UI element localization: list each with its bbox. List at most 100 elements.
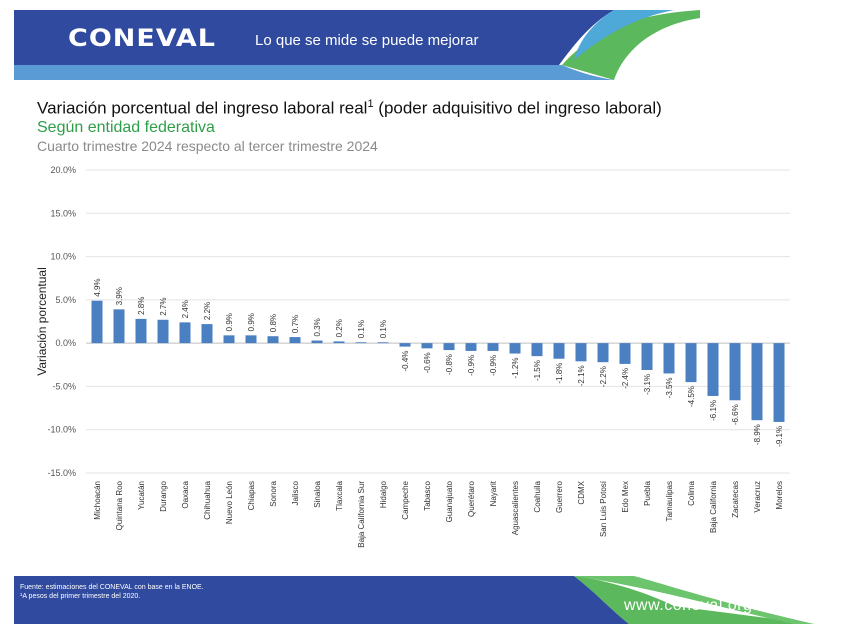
y-tick-label: 20.0% <box>50 165 76 175</box>
chart-title-superscript: 1 <box>367 98 374 110</box>
data-label: -1.2% <box>511 358 520 379</box>
bar <box>135 318 147 344</box>
bar <box>355 342 367 344</box>
bar <box>399 343 411 347</box>
category-label: Tabasco <box>423 480 432 510</box>
bar <box>531 343 543 357</box>
bar <box>201 324 213 344</box>
data-label: 2.8% <box>137 297 146 315</box>
data-label: 4.9% <box>93 278 102 296</box>
category-label: Coahuila <box>533 480 542 512</box>
footer-source: Fuente: estimaciones del CONEVAL con bas… <box>20 584 204 591</box>
category-label: Guanajuato <box>445 480 454 522</box>
category-label: Puebla <box>643 480 652 505</box>
category-label: Sonora <box>269 480 278 506</box>
category-label: Colima <box>687 480 696 505</box>
category-label: Yucatán <box>137 481 146 510</box>
data-label: -3.1% <box>643 374 652 395</box>
category-label: Tlaxcala <box>335 480 344 510</box>
category-label: Baja California <box>709 480 718 533</box>
category-label: Veracruz <box>753 481 762 513</box>
data-label: -1.8% <box>555 363 564 384</box>
y-tick-label: -10.0% <box>47 425 76 435</box>
category-label: Michoacán <box>93 481 102 520</box>
data-label: -0.4% <box>401 351 410 372</box>
category-label: Jalisco <box>291 480 300 505</box>
category-label: Hidalgo <box>379 480 388 508</box>
chart-title: Variación porcentual del ingreso laboral… <box>37 94 662 119</box>
category-label: Chihuahua <box>203 480 212 519</box>
category-label: Tamaulipas <box>665 481 674 521</box>
bar <box>289 337 301 344</box>
bar <box>311 340 323 344</box>
coneval-logo: CONEVAL <box>68 24 216 53</box>
data-label: -4.5% <box>687 386 696 407</box>
chart-title-paren: (poder adquisitivo del ingreso laboral) <box>373 98 662 118</box>
category-label: Querétaro <box>467 480 476 517</box>
y-tick-label: -5.0% <box>52 381 76 391</box>
category-label: Durango <box>159 480 168 511</box>
footer-note: ¹A pesos del primer trimestre del 2020. <box>20 593 141 600</box>
data-label: -9.1% <box>775 426 784 447</box>
bar <box>465 343 477 351</box>
category-label: San Luis Potosí <box>599 480 608 537</box>
data-label: -0.8% <box>445 354 454 375</box>
category-label: Campeche <box>401 480 410 519</box>
footer-background <box>14 576 814 624</box>
bar <box>333 341 345 344</box>
bar <box>729 343 741 401</box>
category-label: Sinaloa <box>313 480 322 507</box>
chart-titles: Variación porcentual del ingreso laboral… <box>37 94 662 155</box>
footer-banner: Fuente: estimaciones del CONEVAL con bas… <box>14 576 814 624</box>
data-label: 0.9% <box>247 313 256 331</box>
bar <box>443 343 455 351</box>
chart-subtitle: Según entidad federativa <box>37 118 215 136</box>
data-label: -2.1% <box>577 365 586 386</box>
data-label: -0.9% <box>467 355 476 376</box>
data-label: 0.7% <box>291 315 300 333</box>
bar <box>487 343 499 351</box>
bar <box>707 343 719 396</box>
chart-title-main: Variación porcentual del ingreso laboral… <box>37 98 368 118</box>
bar <box>641 343 653 370</box>
y-tick-label: -15.0% <box>47 468 76 478</box>
footer-url[interactable]: www.coneval.org.mx <box>624 597 780 614</box>
data-label: 0.1% <box>379 320 388 338</box>
bar <box>663 343 675 374</box>
category-label: Nayarit <box>489 480 498 506</box>
category-label: Morelos <box>775 481 784 509</box>
bar <box>751 343 763 421</box>
bar <box>421 343 433 349</box>
y-tick-label: 15.0% <box>50 208 76 218</box>
data-label: -6.6% <box>731 404 740 425</box>
data-label: -6.1% <box>709 400 718 421</box>
y-tick-label: 5.0% <box>55 295 76 305</box>
data-label: -0.6% <box>423 352 432 373</box>
bar-chart: 20.0% 15.0% 10.0% 5.0% 0.0% -5.0% -10.0% -15.0%… <box>35 165 790 548</box>
y-axis-label: Variación porcentual <box>35 267 49 376</box>
y-tick-label: 0.0% <box>55 338 76 348</box>
data-label: -2.2% <box>599 366 608 387</box>
bar <box>157 319 169 344</box>
category-label: Quintana Roo <box>115 480 124 530</box>
bar <box>509 343 521 354</box>
category-label: Chiapas <box>247 481 256 510</box>
data-label: 0.9% <box>225 313 234 331</box>
bar <box>113 309 125 344</box>
bar <box>773 343 785 422</box>
data-label: 2.7% <box>159 298 168 316</box>
category-label: Aguascalientes <box>511 481 520 535</box>
bar <box>597 343 609 363</box>
category-label: Oaxaca <box>181 480 190 508</box>
bar <box>575 343 587 362</box>
y-tick-label: 10.0% <box>50 252 76 262</box>
category-label: Edo Mex <box>621 481 630 513</box>
category-label: Zacatecas <box>731 481 740 518</box>
bar <box>377 342 389 344</box>
data-label: 0.3% <box>313 318 322 336</box>
category-label: CDMX <box>577 480 586 504</box>
data-label: 0.2% <box>335 319 344 337</box>
header-banner: CONEVAL Lo que se mide se puede mejorar <box>14 10 700 84</box>
bar <box>553 343 565 359</box>
category-label: Nuevo León <box>225 481 234 524</box>
